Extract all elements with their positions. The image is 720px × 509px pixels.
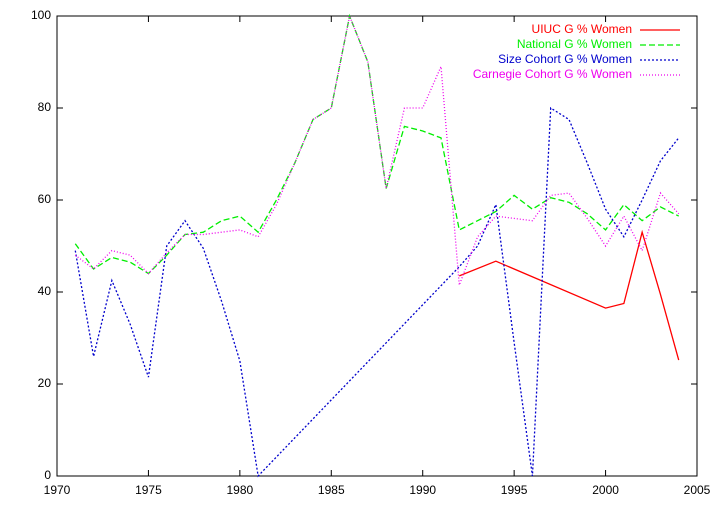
legend-label: Size Cohort G % Women bbox=[498, 52, 632, 66]
series-line bbox=[74, 106, 680, 478]
y-tick-label: 80 bbox=[38, 100, 52, 114]
series-line bbox=[74, 13, 680, 275]
x-tick-label: 2000 bbox=[592, 483, 619, 497]
series-line bbox=[459, 229, 680, 361]
y-tick-label: 40 bbox=[38, 284, 52, 298]
legend-label: UIUC G % Women bbox=[532, 22, 632, 36]
x-tick-label: 1995 bbox=[501, 483, 528, 497]
x-tick-label: 1975 bbox=[135, 483, 162, 497]
y-tick-label: 20 bbox=[38, 376, 52, 390]
series-line bbox=[74, 13, 680, 286]
legend-label: National G % Women bbox=[517, 37, 632, 51]
y-tick-label: 100 bbox=[31, 8, 51, 22]
y-tick-label: 0 bbox=[44, 468, 51, 482]
x-tick-label: 1990 bbox=[409, 483, 436, 497]
y-tick-label: 60 bbox=[38, 192, 52, 206]
x-tick-label: 2005 bbox=[684, 483, 711, 497]
x-tick-label: 1980 bbox=[227, 483, 254, 497]
x-tick-label: 1970 bbox=[44, 483, 71, 497]
x-tick-label: 1985 bbox=[318, 483, 345, 497]
legend-label: Carnegie Cohort G % Women bbox=[473, 67, 632, 81]
plot-frame bbox=[56, 15, 698, 477]
